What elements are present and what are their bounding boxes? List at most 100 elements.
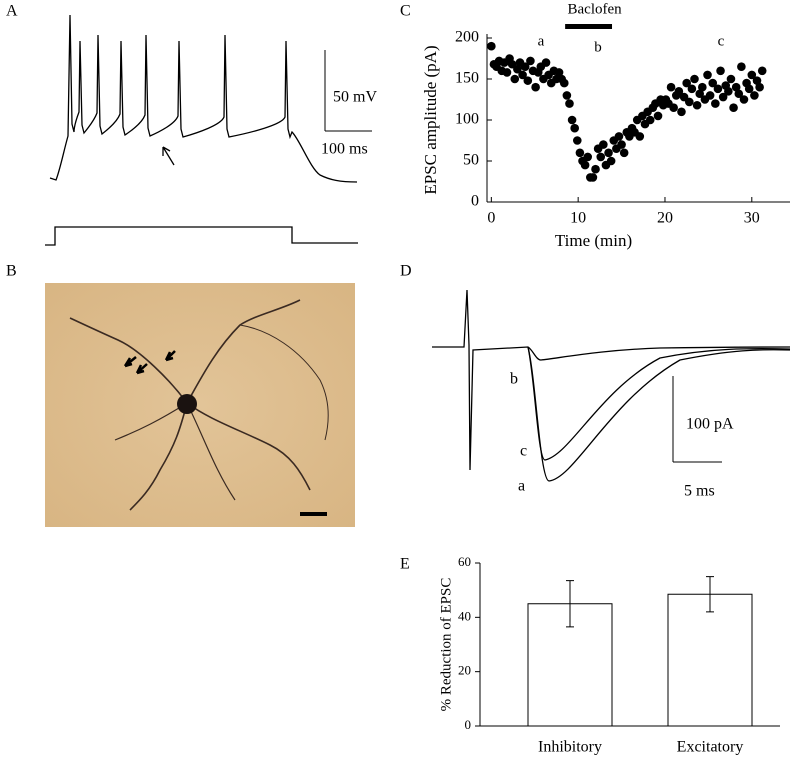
scale-label: 100 pA	[686, 416, 734, 433]
drug-bar	[565, 24, 613, 29]
point	[604, 148, 613, 158]
panel-label: B	[6, 263, 17, 280]
point	[747, 70, 757, 80]
point	[580, 160, 590, 170]
panel-label: C	[400, 3, 411, 20]
current-trace	[527, 346, 791, 482]
point	[703, 70, 712, 80]
error-bar	[706, 576, 714, 613]
point	[510, 74, 520, 84]
panel-label: E	[400, 556, 410, 573]
point	[744, 84, 754, 94]
point	[513, 64, 522, 74]
annotation: a	[538, 33, 545, 49]
point	[739, 95, 749, 104]
point	[596, 152, 606, 162]
scale-label: 100 ms	[321, 141, 368, 158]
point	[687, 84, 697, 94]
point	[757, 66, 767, 76]
point	[711, 99, 720, 108]
current-trace	[432, 289, 791, 471]
point	[526, 56, 535, 66]
y-tick-label: 0	[471, 193, 479, 210]
point	[617, 140, 626, 149]
y-tick-label: 0	[465, 717, 472, 732]
point	[518, 70, 527, 80]
panel-label: A	[6, 3, 18, 20]
soma	[177, 394, 197, 414]
point	[614, 132, 624, 141]
point	[562, 91, 572, 100]
point	[752, 76, 762, 85]
x-tick-label: Excitatory	[677, 739, 744, 756]
y-axis-title: % Reduction of EPSC	[438, 578, 454, 712]
bar	[667, 593, 753, 727]
point	[713, 84, 723, 94]
panel-a: 50 mV 100 ms	[45, 14, 377, 246]
annotation: c	[718, 33, 725, 49]
point	[737, 62, 746, 71]
point	[520, 62, 530, 71]
point	[716, 66, 725, 76]
scale-label: 50 mV	[333, 89, 377, 106]
y-axis-title: EPSC amplitude (pA)	[421, 45, 440, 194]
point	[523, 76, 533, 85]
point	[684, 97, 694, 107]
point	[591, 164, 600, 174]
point	[674, 87, 684, 96]
trace-label: b	[510, 371, 518, 388]
y-tick-label: 50	[463, 152, 479, 169]
x-tick-label: 20	[657, 210, 673, 227]
arrows	[123, 350, 176, 375]
point	[583, 152, 593, 162]
point	[682, 78, 691, 88]
point	[588, 173, 598, 182]
x-tick-label: 10	[570, 210, 586, 227]
point	[726, 74, 736, 84]
point	[567, 115, 577, 125]
point	[572, 136, 582, 145]
current-step	[45, 226, 358, 246]
scale-bar	[300, 512, 327, 516]
point	[708, 78, 718, 88]
trace-label: c	[520, 443, 527, 460]
point	[487, 41, 496, 51]
point	[698, 82, 707, 92]
current-trace	[527, 346, 791, 461]
scale-label: 5 ms	[684, 483, 715, 500]
point	[635, 132, 645, 141]
point	[502, 68, 512, 77]
point	[666, 82, 676, 92]
point	[653, 111, 663, 121]
y-tick-label: 20	[458, 663, 471, 678]
point	[606, 156, 616, 166]
point	[559, 78, 569, 88]
point	[677, 107, 686, 117]
error-bar	[566, 580, 574, 628]
arrow	[162, 146, 175, 166]
point	[570, 123, 579, 133]
point	[724, 87, 733, 96]
x-tick-label: 30	[744, 210, 760, 227]
point	[599, 140, 608, 149]
point	[705, 91, 715, 100]
point	[531, 82, 540, 92]
y-tick-label: 200	[455, 29, 479, 46]
point	[750, 91, 759, 100]
y-tick-label: 100	[455, 111, 479, 128]
micrograph	[45, 283, 355, 527]
x-axis-title: Time (min)	[555, 231, 632, 250]
image-background	[45, 283, 355, 527]
point	[575, 148, 585, 158]
point	[565, 99, 574, 108]
annotation: b	[594, 39, 602, 55]
point	[729, 103, 738, 112]
neuron	[69, 299, 329, 511]
y-tick-label: 150	[455, 70, 479, 87]
point	[645, 115, 655, 125]
point	[554, 68, 564, 77]
point	[731, 82, 741, 92]
point	[541, 58, 551, 67]
trace-label: a	[518, 478, 525, 495]
